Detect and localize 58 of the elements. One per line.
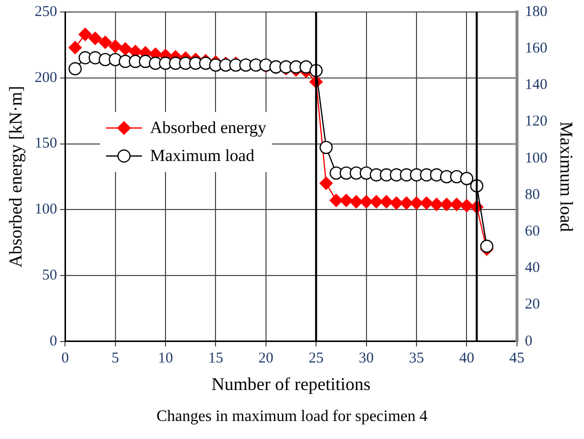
point — [360, 195, 373, 208]
point — [320, 176, 333, 190]
point — [420, 196, 434, 210]
point — [440, 198, 454, 211]
point — [460, 172, 474, 186]
point — [118, 42, 132, 56]
point — [68, 40, 82, 54]
x-tick-label: 30 — [358, 350, 374, 366]
x-tick-label: 35 — [409, 350, 424, 366]
y2-axis-title: Maximum load — [556, 121, 576, 232]
point — [320, 140, 333, 154]
point — [340, 194, 353, 208]
y-tick-label: 150 — [34, 136, 58, 152]
y2-tick-label: 160 — [524, 40, 548, 57]
point — [370, 195, 383, 208]
y2-tick-label: 120 — [524, 114, 548, 130]
point — [98, 36, 112, 49]
point — [410, 196, 424, 210]
x-tick-label: 15 — [208, 350, 224, 366]
y-tick-label: 0 — [50, 333, 58, 350]
point — [330, 194, 343, 208]
y-tick-label: 200 — [34, 70, 58, 86]
point — [390, 196, 404, 210]
point — [400, 196, 414, 210]
point — [108, 40, 122, 53]
x-tick-label: 45 — [509, 350, 524, 366]
legend-label: Absorbed energy — [150, 118, 266, 138]
x-axis-title: Number of repetitions — [212, 374, 370, 394]
y2-tick-label: 60 — [524, 224, 540, 240]
y-tick-label: 100 — [34, 202, 58, 218]
x-tick-label: 25 — [308, 350, 324, 366]
x-tick-label: 20 — [258, 350, 274, 366]
x-tick-label: 40 — [459, 350, 474, 366]
point — [350, 195, 363, 208]
x-tick-label: 10 — [158, 350, 173, 366]
point — [380, 195, 393, 208]
y2-tick-label: 140 — [524, 77, 548, 94]
y2-tick-label: 0 — [524, 333, 532, 350]
y-tick-label: 50 — [42, 267, 58, 284]
legend-label: Maximum load — [150, 146, 254, 166]
text: Changes in maximum load for specimen 4 — [155, 408, 429, 426]
point — [78, 28, 92, 41]
point — [460, 199, 474, 212]
point — [68, 62, 82, 76]
x-tick-label: 5 — [112, 350, 120, 366]
y2-tick-label: 80 — [524, 186, 540, 203]
y-axis-title: Absorbed energy [kN·m] — [6, 86, 26, 268]
x-tick-label: 0 — [61, 350, 69, 366]
y2-tick-label: 20 — [524, 296, 540, 313]
point — [480, 240, 494, 253]
point — [299, 60, 313, 74]
y-tick-label: 250 — [34, 4, 58, 20]
point — [430, 198, 444, 211]
point — [88, 32, 102, 45]
y2-tick-label: 100 — [524, 150, 548, 166]
y2-tick-label: 40 — [524, 260, 540, 276]
point — [450, 198, 464, 211]
y2-tick-label: 180 — [524, 4, 548, 20]
